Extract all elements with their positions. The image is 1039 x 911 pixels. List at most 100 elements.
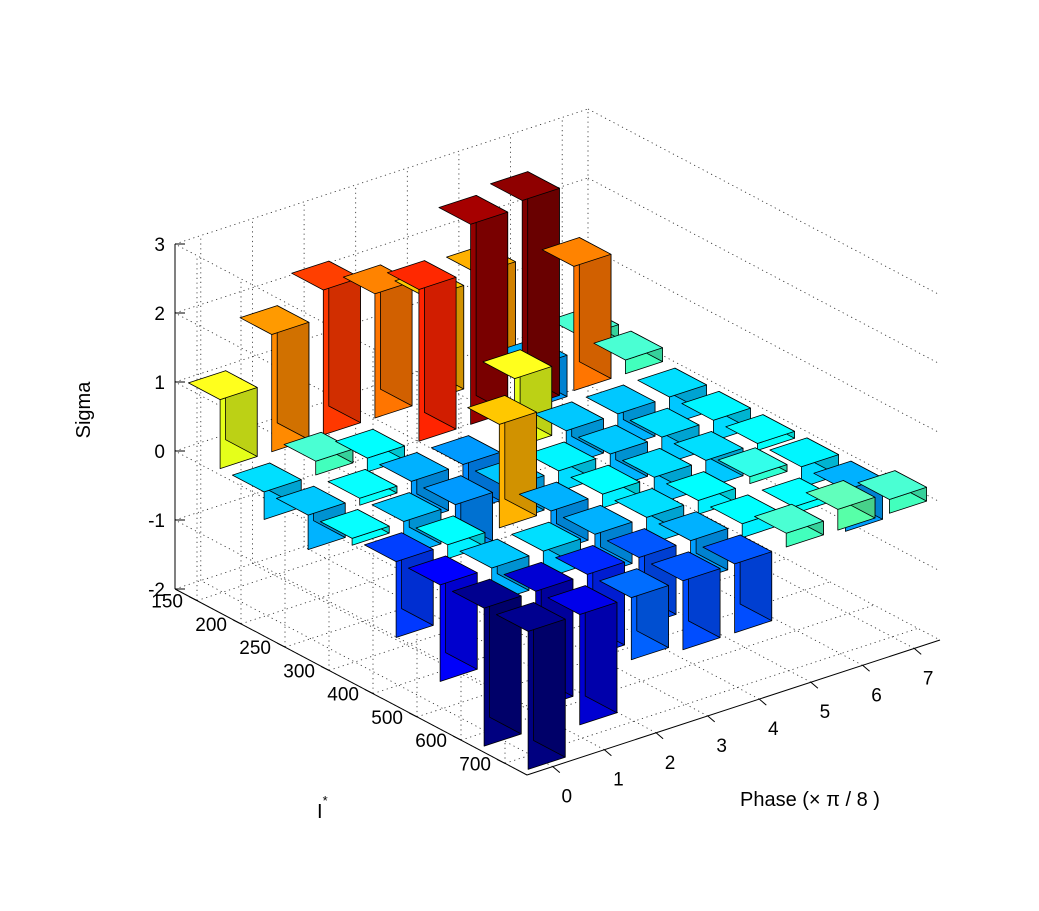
bar <box>363 532 434 638</box>
bar <box>283 431 354 476</box>
bar-top-face <box>371 492 442 522</box>
bar <box>666 471 736 515</box>
bar-top-face <box>490 171 560 201</box>
y-tick-mark <box>496 758 506 764</box>
bar-top-face <box>629 407 700 438</box>
y-tick-mark <box>408 712 418 718</box>
bar-top-face <box>342 264 413 295</box>
grid-line <box>587 177 941 365</box>
grid-line <box>587 246 941 434</box>
grid-line <box>174 177 589 314</box>
bar-top-face <box>541 237 612 267</box>
bar <box>547 585 618 726</box>
bar <box>438 194 509 425</box>
bar-top-face <box>438 194 509 225</box>
x-tick-label: 3 <box>716 736 727 757</box>
x-tick-mark <box>552 766 561 773</box>
x-tick-label: 4 <box>768 719 779 740</box>
bar-top-face <box>717 447 788 478</box>
bar-top-face <box>562 504 633 535</box>
x-tick-mark <box>862 664 870 672</box>
bar-top-face <box>363 532 434 562</box>
grid-line <box>200 580 553 767</box>
bar-top-face <box>622 447 692 478</box>
x-axis-label: Phase (× π / 8 ) <box>740 789 880 811</box>
y-tick-mark <box>452 735 462 741</box>
y-tick-label: 250 <box>239 638 271 659</box>
bar <box>599 568 669 661</box>
x-tick-label: 6 <box>871 685 882 706</box>
labels-layer: Sigma Phase (× π / 8 ) I* 0 1 2 3 4 5 6 7 150 200… <box>73 235 933 823</box>
bar-top-face <box>467 395 537 425</box>
x-axis-line <box>526 639 941 776</box>
x-tick-label: 1 <box>613 770 624 791</box>
grid-line <box>196 465 611 601</box>
y-tick-mark <box>276 642 286 648</box>
grid-line <box>587 453 941 641</box>
bar <box>541 237 612 392</box>
bar <box>335 428 405 473</box>
bar-top-face <box>291 260 361 291</box>
z-tick-label: 0 <box>154 442 165 463</box>
bar <box>291 260 361 436</box>
grid-line <box>587 315 941 503</box>
y-tick-label: 600 <box>415 731 447 752</box>
grid-line <box>174 246 589 383</box>
bar-top-face <box>423 475 493 506</box>
bar-top-face <box>570 464 641 495</box>
y-axis-label: I* <box>317 793 328 823</box>
bar <box>593 330 663 375</box>
grid-line <box>174 450 528 638</box>
grid-line <box>303 546 657 734</box>
x-tick-label: 0 <box>562 787 573 808</box>
x-tick-label: 2 <box>665 753 676 774</box>
bar-top-face <box>666 471 736 501</box>
bar-top-face <box>857 470 927 500</box>
z-tick-label: 2 <box>154 304 165 325</box>
x-tick-mark <box>655 732 664 740</box>
bar <box>319 509 390 546</box>
bar-top-face <box>482 349 553 380</box>
bar-top-face <box>495 602 566 632</box>
y-tick-mark <box>188 596 198 602</box>
grid-line <box>174 519 528 707</box>
bar-top-face <box>578 424 648 455</box>
x-tick-mark <box>604 749 612 757</box>
bars-layer <box>187 171 927 770</box>
grid-line <box>174 312 528 500</box>
grid-line <box>240 488 655 625</box>
x-tick-label: 5 <box>820 702 831 723</box>
y-tick-mark <box>232 619 242 625</box>
grid-line <box>174 453 589 590</box>
bar-top-face <box>503 562 574 592</box>
grid-line <box>587 384 941 572</box>
bar-top-face <box>725 414 795 444</box>
grid-line <box>174 384 589 521</box>
bar-top-face <box>283 431 354 462</box>
bar-top-face <box>681 390 751 421</box>
bar-top-face <box>407 555 478 586</box>
bar-top-face <box>187 370 258 401</box>
y-tick-label: 150 <box>151 592 183 613</box>
bar-top-face <box>239 305 310 335</box>
bar-top-face <box>658 511 729 541</box>
bar <box>239 305 310 453</box>
bar <box>702 534 773 634</box>
grid-line <box>504 628 919 764</box>
bar <box>467 395 537 529</box>
y-tick-label: 400 <box>327 685 359 706</box>
y-tick-mark <box>364 689 374 695</box>
bar-top-face <box>459 538 530 569</box>
x-tick-mark <box>810 681 819 689</box>
grid-line <box>174 243 528 431</box>
bar <box>857 470 927 514</box>
y-tick-mark <box>320 665 330 671</box>
bar-top-face <box>754 503 824 534</box>
y-tick-label: 300 <box>283 661 315 682</box>
bar-top-face <box>319 509 390 539</box>
bar <box>342 264 413 419</box>
x-tick-mark <box>758 698 767 706</box>
z-tick-label: 3 <box>154 235 165 256</box>
bar <box>570 464 641 509</box>
